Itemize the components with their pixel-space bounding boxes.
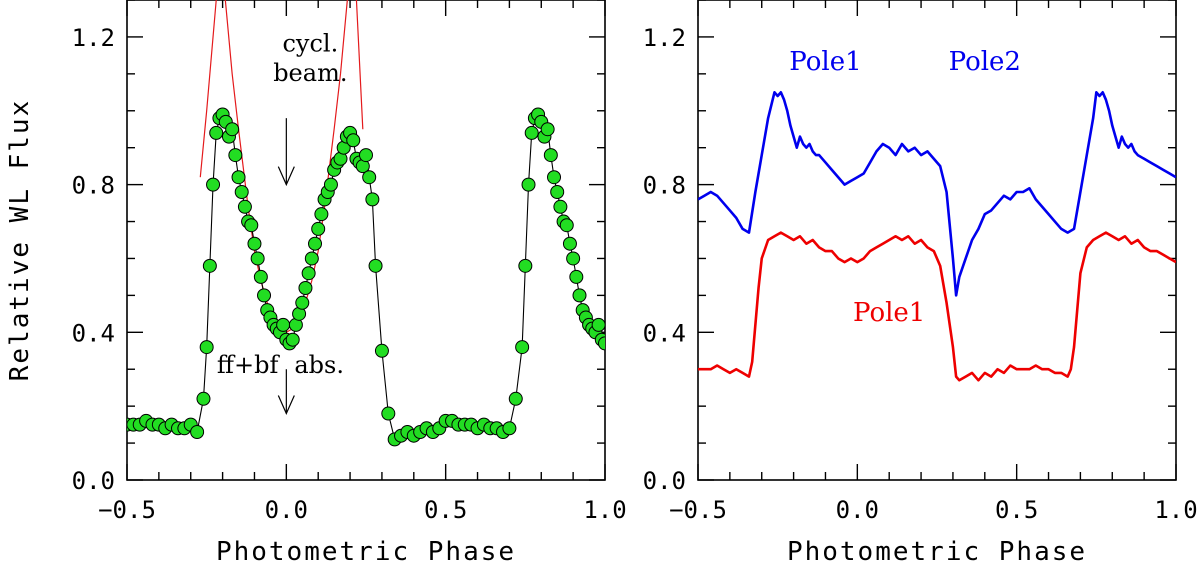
- annotation-absorption-left: ff+bf: [217, 351, 281, 379]
- data-point: [598, 336, 605, 351]
- x-tick-label: −0.5: [669, 496, 727, 524]
- data-point: [228, 148, 243, 163]
- arrow-head: [277, 395, 295, 416]
- data-point: [540, 122, 555, 137]
- data-point: [547, 170, 562, 185]
- data-point: [253, 269, 268, 284]
- annotation-cyclotron-line1: cycl.: [282, 30, 338, 58]
- left-x-axis-label: Photometric Phase: [216, 537, 516, 567]
- data-point: [569, 269, 584, 284]
- x-tick-label: −0.5: [98, 496, 156, 524]
- left-panel: cycl. beam. ff+bf abs. Photometric Phase…: [5, 0, 627, 567]
- y-tick-label: 1.2: [72, 24, 115, 52]
- left-ticks: [126, 0, 606, 481]
- data-point: [566, 251, 581, 266]
- data-point: [234, 185, 249, 199]
- data-point: [591, 317, 605, 332]
- data-point: [368, 258, 383, 273]
- right-x-tick-labels: −0.5 0.0 0.5 1.0: [669, 496, 1198, 524]
- data-point: [359, 148, 373, 163]
- x-tick-label: 0.5: [424, 496, 467, 524]
- right-y-tick-labels: 0.0 0.4 0.8 1.2: [643, 24, 686, 495]
- data-point: [518, 258, 533, 273]
- x-tick-label: 1.0: [583, 496, 626, 524]
- arrow-head: [277, 166, 295, 187]
- left-y-tick-labels: 0.0 0.4 0.8 1.2: [72, 24, 115, 495]
- data-point: [374, 343, 389, 358]
- data-point: [346, 133, 361, 148]
- right-panel: Pole1 Pole2 Pole1 Photometric Phase −0.5…: [643, 0, 1198, 567]
- data-point: [362, 170, 377, 185]
- data-point: [304, 251, 319, 266]
- pole1-red-label: Pole1: [853, 298, 925, 328]
- x-tick-label: 0.5: [995, 496, 1038, 524]
- data-point: [199, 340, 214, 355]
- data-point: [381, 406, 396, 421]
- data-point: [244, 218, 259, 233]
- data-point: [323, 177, 338, 192]
- data-point: [247, 236, 262, 251]
- y-tick-label: 0.8: [72, 172, 115, 200]
- data-point: [298, 281, 313, 295]
- data-point: [301, 266, 316, 281]
- left-arrows: [277, 118, 295, 416]
- x-tick-label: 0.0: [836, 496, 879, 524]
- x-tick-label: 0.0: [265, 496, 308, 524]
- data-point: [515, 340, 530, 355]
- right-ticks: [697, 0, 1177, 481]
- data-point: [365, 192, 380, 207]
- data-point: [550, 185, 565, 199]
- data-point: [562, 236, 577, 251]
- right-x-axis-label: Photometric Phase: [787, 537, 1087, 567]
- right-series-lines: [698, 91, 1176, 382]
- data-point: [521, 177, 536, 192]
- data-point: [257, 288, 272, 303]
- data-point: [196, 391, 211, 406]
- y-tick-label: 0.4: [72, 319, 115, 347]
- y-tick-label: 1.2: [643, 24, 686, 52]
- x-tick-label: 1.0: [1154, 496, 1197, 524]
- data-point: [237, 199, 252, 214]
- left-x-tick-labels: −0.5 0.0 0.5 1.0: [98, 496, 627, 524]
- data-point: [295, 295, 310, 310]
- data-point: [285, 332, 300, 347]
- series-line: [698, 231, 1176, 382]
- y-tick-label: 0.4: [643, 319, 686, 347]
- y-tick-label: 0.0: [643, 467, 686, 495]
- data-point: [559, 218, 574, 233]
- pole1-blue-label: Pole1: [789, 47, 861, 77]
- data-point: [206, 177, 221, 192]
- y-axis-label: Relative WL Flux: [5, 99, 35, 381]
- data-point: [250, 251, 265, 266]
- data-point: [231, 170, 246, 185]
- annotation-cyclotron-line2: beam.: [273, 59, 347, 87]
- data-point: [276, 317, 291, 332]
- right-plot-frame: [697, 0, 1177, 481]
- data-point: [314, 207, 329, 222]
- data-point: [524, 125, 539, 140]
- annotation-absorption-right: abs.: [294, 351, 344, 379]
- data-point: [508, 391, 523, 406]
- data-point: [502, 421, 517, 436]
- data-point: [308, 236, 323, 251]
- series-line: [698, 91, 1176, 297]
- data-point: [311, 221, 326, 236]
- data-point: [225, 122, 240, 137]
- y-tick-label: 0.0: [72, 467, 115, 495]
- data-point: [202, 258, 217, 273]
- data-point: [572, 288, 587, 303]
- data-point: [209, 125, 224, 140]
- left-data-markers: [127, 107, 605, 447]
- y-tick-label: 0.8: [643, 172, 686, 200]
- data-point: [190, 425, 205, 439]
- pole2-blue-label: Pole2: [949, 47, 1021, 77]
- left-plot-frame: [126, 0, 606, 481]
- data-point: [543, 148, 558, 163]
- data-point: [553, 199, 568, 214]
